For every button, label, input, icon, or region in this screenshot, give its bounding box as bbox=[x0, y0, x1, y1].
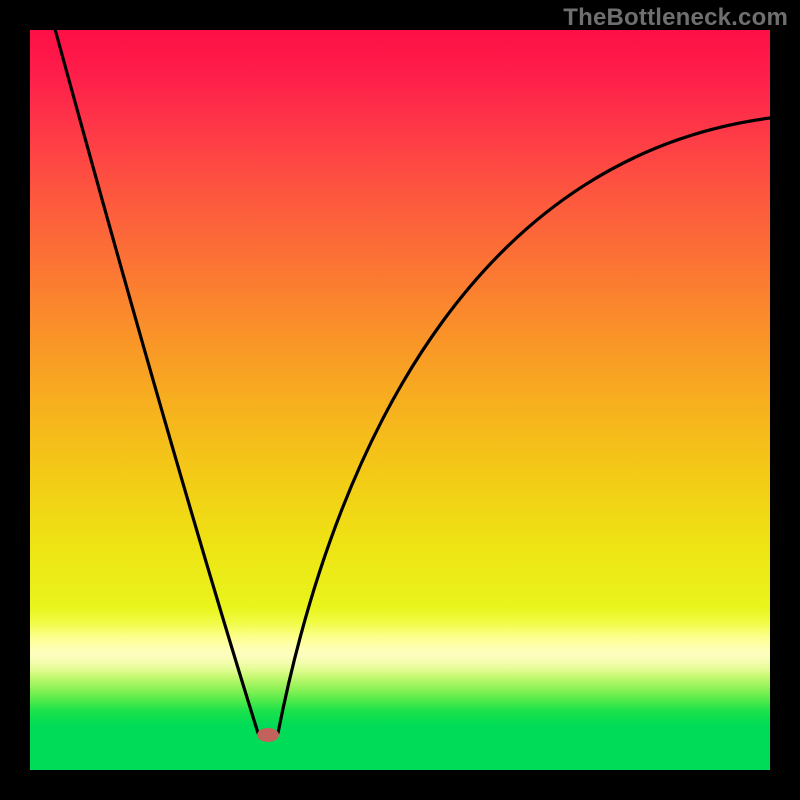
plot-area bbox=[30, 30, 770, 770]
chart-root: TheBottleneck.com bbox=[0, 0, 800, 800]
watermark-text: TheBottleneck.com bbox=[563, 4, 788, 32]
vertex-marker bbox=[257, 728, 279, 742]
